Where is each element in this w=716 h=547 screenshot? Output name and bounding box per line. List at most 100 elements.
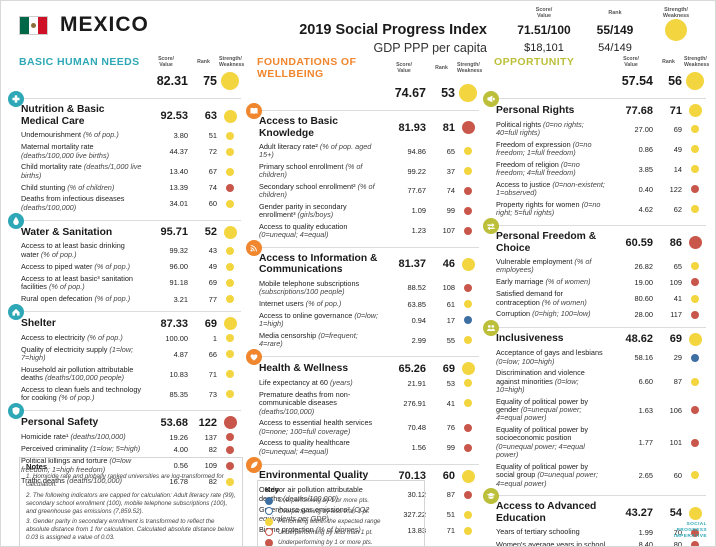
indicator-row: Access to quality healthcare (0=unequal;…: [257, 438, 479, 458]
section-header: Access to Advanced Education 43.27 54: [494, 499, 706, 526]
indicator-strength-dot: [691, 125, 699, 134]
section-rank: 54: [669, 507, 682, 520]
indicator-strength-dot: [691, 294, 699, 303]
indicator-label: Child mortality rate (deaths/1,000 live …: [21, 162, 142, 180]
logo-line: IMPERATIVE: [674, 534, 707, 540]
note-3: 3. Gender parity in secondary enrollment…: [26, 518, 234, 542]
indicator-row: Vulnerable employment (% of employees) 26…: [494, 256, 706, 276]
indicator-label: Traffic deaths (deaths/100,000): [21, 476, 123, 486]
indicator-rank: 71: [446, 526, 455, 536]
legend-title: Key: [265, 485, 279, 494]
indicator-label: Acceptance of gays and lesbians (0=low; …: [496, 348, 603, 366]
indicator-value: 2.99: [411, 335, 426, 345]
section-score: 43.27: [625, 507, 653, 520]
indicator-label: Access to piped water (% of pop.): [21, 261, 131, 271]
indicator-strength-dot: [226, 131, 234, 140]
column-title: FOUNDATIONS OF WELLBEING: [257, 56, 357, 80]
legend-item: Underperforming by 1 or more pts.: [265, 538, 417, 546]
indicator-rank: 66: [208, 349, 217, 359]
indicator-row: Years of tertiary schooling 1.99 70: [494, 527, 706, 539]
indicator-row: Rural open defecation (% of pop.) 3.21 77: [19, 293, 241, 305]
indicator-rank: 87: [673, 377, 682, 387]
indicator-label: Discrimination and violence against mino…: [496, 368, 585, 395]
indicator-row: Undernourishment (% of pop.) 3.80 51: [19, 130, 241, 142]
indicator-value: 1.63: [638, 405, 653, 415]
indicator-strength-dot: [691, 528, 699, 537]
indicator-label: Freedom of religion (0=no freedom; 4=ful…: [496, 160, 580, 178]
indicator-row: Quality of electricity supply (1=low; 7=…: [19, 344, 241, 364]
indicator-row: Deaths from infectious diseases (deaths/…: [19, 194, 241, 214]
column-header-opportunity: OPPORTUNITY Score/ Value Rank Strength/ Wea…: [494, 56, 709, 68]
indicator-row: Women's average years in school 8.40 80: [494, 539, 706, 547]
section-title: Access to Advanced Education: [496, 501, 597, 525]
indicator-row: Primary school enrollment (% of children…: [257, 161, 479, 181]
section-water-sanitation: Water & Sanitation 95.71 52 Access to at le…: [8, 212, 241, 309]
indicator-label: Household air pollution attributable dea…: [21, 364, 134, 383]
indicator-strength-dot: [464, 526, 472, 535]
indicator-value: 276.91: [403, 398, 426, 408]
section-title: Personal Safety: [21, 416, 99, 428]
heart-icon: [246, 349, 262, 366]
indicator-row: Access to quality education (0=unequal; …: [257, 221, 479, 241]
grad-cap-icon: [483, 488, 499, 505]
indicator-value: 0.94: [411, 315, 426, 325]
legend-dot-red-outline: [265, 528, 273, 537]
indicator-label: Access to quality education (0=unequal; …: [259, 221, 348, 239]
indicator-value: 30.12: [407, 490, 427, 500]
indicator-rank: 53: [446, 378, 455, 388]
indicator-label: Premature deaths from non-communicable d…: [259, 389, 351, 416]
section-title: Inclusiveness: [496, 333, 564, 345]
score-value-label: Score/ Value: [158, 56, 174, 69]
section-score: 77.68: [625, 104, 653, 117]
megaphone-icon: [483, 91, 499, 108]
indicator-row: Biome protection (% of biomes) 13.83 71: [257, 524, 479, 536]
indicator-strength-dot: [226, 183, 234, 192]
index-summary: Score/ Value Rank Strength/ Weakness 201…: [201, 7, 705, 55]
score-value-label: Score/ Value: [535, 7, 553, 20]
strength-weakness-label: Strength/ Weakness: [662, 7, 690, 20]
indicator-rank: 82: [208, 477, 217, 487]
indicator-strength-dot: [464, 510, 472, 519]
rank-label: Rank: [197, 59, 210, 66]
column-opportunity: OPPORTUNITY Score/ Value Rank Strength/ Wea…: [483, 56, 709, 547]
indicator-strength-dot: [226, 334, 234, 343]
section-personal-safety: Personal Safety 53.68 122 Homicide rate¹ (d…: [8, 403, 241, 492]
indicator-label: Perceived criminality (1=low; 5=high): [21, 444, 141, 454]
indicator-rank: 106: [669, 405, 682, 415]
score-value-label: Score/ Value: [396, 61, 412, 74]
section-header: Health & Wellness 65.26 69: [257, 360, 479, 377]
logo-line: SOCIAL: [686, 522, 707, 528]
indicator-label: Equality of political power by socioecon…: [496, 424, 589, 460]
indicator-row: Equality of political power by gender (0…: [494, 396, 706, 424]
indicator-value: 16.78: [169, 477, 189, 487]
notes-box: Notes 1. Homicide rate and globally rank…: [19, 457, 243, 546]
indicator-rank: 49: [208, 262, 217, 272]
indicator-rank: 77: [208, 294, 217, 304]
section-rank: 69: [442, 362, 455, 375]
indicator-rank: 117: [670, 310, 682, 320]
legend-item: Overperforming by 1 or more pts.: [265, 496, 417, 505]
indicator-rank: 108: [442, 283, 455, 293]
indicator-rank: 37: [446, 166, 455, 176]
section-title: Access to Information & Communications: [259, 252, 378, 276]
section-header: Personal Freedom & Choice 60.59 86: [494, 229, 706, 256]
indicator-row: Access to at least basic³ sanitation fac…: [19, 273, 241, 293]
indicator-strength-dot: [226, 199, 234, 208]
indicator-strength-dot: [464, 490, 472, 499]
column-strength-dot: [221, 72, 239, 91]
indicator-strength-dot: [464, 167, 472, 176]
indicator-value: 8.40: [638, 540, 653, 547]
indicator-value: 19.00: [634, 277, 654, 287]
indicator-strength-dot: [464, 206, 472, 215]
section-score: 92.53: [160, 110, 188, 122]
indicator-label: Vulnerable employment (% of employees): [496, 256, 592, 275]
indicator-value: 88.52: [407, 283, 427, 293]
indicator-strength-dot: [691, 406, 699, 415]
indicator-strength-dot: [226, 461, 234, 470]
section-shelter: Shelter 87.33 69 Access to electricity (% o…: [8, 304, 241, 408]
indicator-value: 4.87: [173, 349, 188, 359]
indicator-label: Undernourishment (% of pop.): [21, 130, 119, 140]
section-rank: 81: [442, 121, 455, 134]
indicator-row: Household air pollution attributable dea…: [19, 364, 241, 384]
indicator-rank: 122: [669, 184, 682, 194]
